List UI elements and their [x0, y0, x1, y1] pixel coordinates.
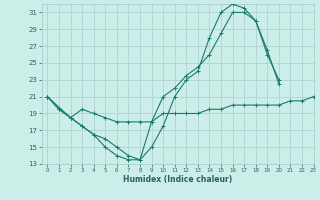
X-axis label: Humidex (Indice chaleur): Humidex (Indice chaleur)	[123, 175, 232, 184]
